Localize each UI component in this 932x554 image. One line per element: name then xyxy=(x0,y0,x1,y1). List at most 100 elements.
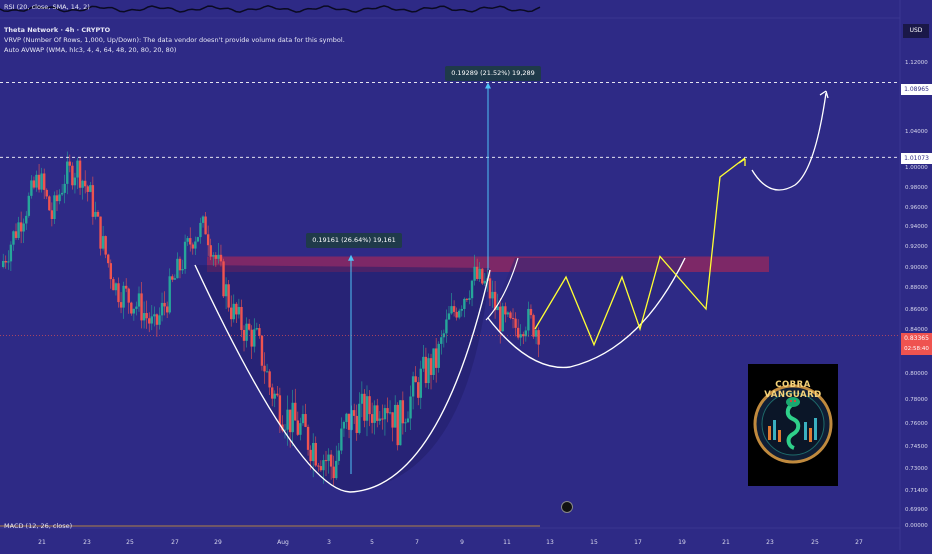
candle-body xyxy=(478,268,481,279)
candle-body xyxy=(119,302,123,308)
candle-body xyxy=(393,404,397,428)
candle-body xyxy=(360,393,364,404)
candle-body xyxy=(99,216,102,249)
price-tick-label: 0.92000 xyxy=(905,244,928,250)
candle-body xyxy=(329,454,333,467)
avwap-legend[interactable]: Auto AVWAP (WMA, hlc3, 4, 4, 64, 48, 20,… xyxy=(4,46,177,54)
time-tick-label: 27 xyxy=(855,539,863,546)
candle-body xyxy=(12,231,15,245)
time-tick-label: 21 xyxy=(38,539,46,546)
candle-body xyxy=(406,418,410,423)
candle-body xyxy=(150,316,153,324)
candle-body xyxy=(493,291,497,311)
candle-body xyxy=(424,356,428,384)
price-tick-label: 0.73000 xyxy=(905,466,928,472)
cobra-logo-icon xyxy=(753,384,833,464)
candle-body xyxy=(301,414,305,424)
candle-body xyxy=(488,278,492,299)
candle-body xyxy=(209,245,212,257)
candle-body xyxy=(48,196,51,211)
candle-body xyxy=(27,195,31,216)
candle-body xyxy=(386,408,389,414)
cup-curve-left xyxy=(194,264,491,493)
candle-body xyxy=(306,426,310,450)
candle-body xyxy=(76,160,79,178)
price-axis[interactable]: 1.120001.080001.040001.000000.980000.960… xyxy=(905,60,928,529)
candle-body xyxy=(381,418,384,420)
candle-body xyxy=(524,330,528,337)
candle-body xyxy=(104,236,107,255)
candle-body xyxy=(483,280,487,284)
candle-body xyxy=(73,177,77,186)
candle-body xyxy=(222,261,225,297)
candle-body xyxy=(417,382,420,398)
candle-body xyxy=(399,400,402,446)
candle-body xyxy=(363,393,366,421)
candle-body xyxy=(109,263,112,280)
candle-body xyxy=(445,319,448,334)
countdown-badge: 02:58:40 xyxy=(901,344,932,355)
candle-body xyxy=(176,258,179,279)
candle-body xyxy=(294,402,297,421)
currency-button[interactable]: USD xyxy=(903,24,929,38)
event-marker-icon[interactable] xyxy=(561,501,573,513)
rsi-legend[interactable]: RSI (20, close, SMA, 14, 2) xyxy=(4,3,90,11)
candle-body xyxy=(465,298,469,300)
candle-body xyxy=(206,234,210,246)
candle-body xyxy=(112,279,115,291)
logo-text: COBRA VANGUARD xyxy=(764,380,822,400)
vrvp-legend[interactable]: VRVP (Number Of Rows, 1,000, Up/Down): T… xyxy=(4,36,345,44)
candle-body xyxy=(163,302,166,307)
time-tick-label: 15 xyxy=(590,539,598,546)
candle-body xyxy=(511,318,515,320)
candle-body xyxy=(458,310,461,318)
time-axis[interactable]: 21 23 25 27 29 Aug 3 5 7 9 11 13 15 17 19 21 23 25 27 xyxy=(38,539,863,546)
candle-body xyxy=(94,211,97,217)
candle-body xyxy=(335,460,338,479)
candle-body xyxy=(45,189,48,197)
candle-body xyxy=(255,328,259,330)
price-tick-label: 1.04000 xyxy=(905,129,928,135)
candle-body xyxy=(368,396,371,415)
candle-body xyxy=(504,306,507,315)
candle-body xyxy=(240,306,243,330)
candle-body xyxy=(509,312,512,319)
cup-shade-left xyxy=(195,265,490,492)
handle-line xyxy=(485,257,519,321)
price-tick-label: 0.80000 xyxy=(905,371,928,377)
macd-legend[interactable]: MACD (12, 26, close) xyxy=(4,522,73,530)
candle-body xyxy=(391,412,394,428)
candle-body xyxy=(322,460,325,471)
candle-body xyxy=(286,409,289,430)
candle-body xyxy=(122,285,125,308)
candle-body xyxy=(227,284,230,308)
candle-body xyxy=(514,318,517,328)
candle-body xyxy=(376,405,379,421)
candle-body xyxy=(219,254,223,262)
candle-body xyxy=(383,408,387,420)
candle-body xyxy=(250,329,253,347)
candle-body xyxy=(9,244,13,262)
candle-body xyxy=(355,415,358,433)
candle-body xyxy=(145,313,148,319)
time-tick-label: 23 xyxy=(83,539,91,546)
candle-body xyxy=(283,429,287,431)
symbol-title[interactable]: Theta Network · 4h · CRYPTO xyxy=(4,26,111,34)
candle-body xyxy=(260,335,264,366)
candle-body xyxy=(409,396,412,419)
candle-body xyxy=(89,185,92,192)
candle-body xyxy=(332,466,335,479)
time-tick-label: 7 xyxy=(415,539,419,546)
price-tick-label: 0.74500 xyxy=(905,444,928,450)
candle-body xyxy=(468,298,471,300)
price-tick-label: 0.88000 xyxy=(905,285,928,291)
measure-arrowhead-left xyxy=(348,254,354,261)
candle-body xyxy=(81,180,84,188)
candle-body xyxy=(268,371,271,388)
candle-body xyxy=(345,413,348,422)
candle-body xyxy=(470,280,474,299)
candle-body xyxy=(124,285,128,289)
candle-body xyxy=(17,222,20,238)
candle-body xyxy=(534,330,538,337)
